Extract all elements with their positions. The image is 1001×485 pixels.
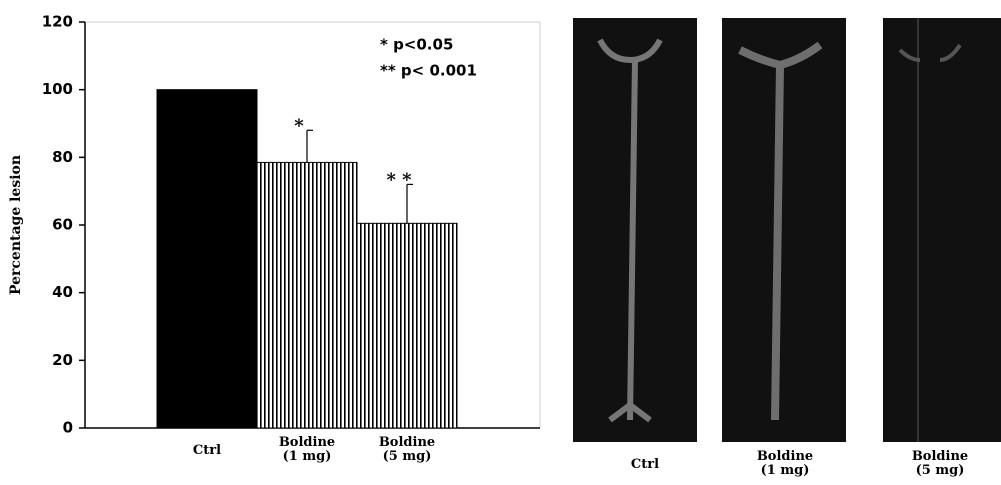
image-panels — [573, 18, 1001, 442]
image-panel — [722, 18, 846, 442]
x-tick-label: Boldine (1 mg) — [278, 435, 336, 464]
y-tick-label: 80 — [52, 148, 73, 166]
y-tick-label: 60 — [52, 216, 73, 234]
x-tick-label: Boldine (5 mg) — [378, 435, 436, 464]
x-tick-label: Ctrl — [192, 443, 222, 458]
image-panel — [883, 18, 1001, 442]
bar — [156, 89, 258, 429]
y-tick-label: 0 — [63, 419, 73, 437]
legend-text: * p<0.05 — [380, 36, 453, 54]
significance-mark: * * — [386, 169, 412, 190]
legend-text: ** p< 0.001 — [380, 62, 477, 80]
image-label: Boldine (5 mg) — [911, 449, 969, 478]
y-tick-label: 40 — [52, 283, 73, 301]
image-label: Boldine (1 mg) — [756, 449, 814, 478]
y-tick-label: 20 — [52, 351, 73, 369]
significance-mark: * — [294, 115, 304, 136]
y-tick-label: 100 — [42, 80, 73, 98]
bar — [356, 222, 458, 429]
y-tick-label: 120 — [42, 13, 73, 31]
y-axis-label: Percentage lesion — [8, 155, 24, 295]
bar — [256, 161, 358, 429]
image-label: Ctrl — [630, 457, 660, 472]
